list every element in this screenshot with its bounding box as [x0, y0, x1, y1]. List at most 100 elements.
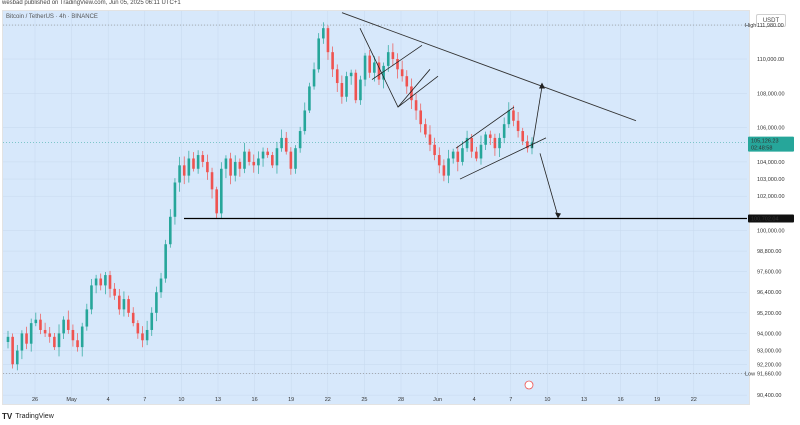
candle-body	[437, 155, 441, 166]
x-tick-label: Jun	[433, 397, 442, 403]
candle-body	[247, 151, 251, 162]
y-tick-label: 90,400.00	[757, 393, 781, 399]
currency-button[interactable]: USDT	[756, 14, 786, 27]
candle-body	[94, 278, 98, 286]
candle-body	[266, 151, 269, 156]
candle-body	[90, 285, 93, 310]
candle-body	[502, 124, 506, 138]
footer-logo-text: TradingView	[15, 413, 54, 420]
candle-body	[141, 333, 144, 341]
candle-body	[433, 144, 436, 156]
candle-body	[516, 120, 520, 132]
x-tick-label: 7	[143, 397, 146, 403]
candle-body	[62, 319, 65, 334]
x-tick-label: 26	[32, 397, 38, 403]
candle-body	[80, 326, 84, 348]
x-tick-label: 19	[654, 397, 660, 403]
y-tick-label: 97,600.00	[757, 270, 781, 276]
candle-body	[414, 100, 418, 111]
candle-body	[136, 323, 140, 334]
flag-line-lower	[397, 75, 439, 108]
candle-body	[359, 79, 362, 101]
candle-body	[192, 158, 195, 169]
candle-body	[289, 151, 293, 169]
arrow-up-head	[539, 82, 545, 89]
candle-body	[354, 72, 358, 101]
countdown-label: 02:48:58	[751, 146, 772, 152]
candle-body	[210, 172, 214, 190]
candle-body	[530, 142, 534, 149]
candle-body	[405, 76, 409, 87]
y-tick-label: 95,200.00	[757, 311, 781, 317]
candle-body	[410, 86, 413, 101]
y-tick-label: 102,000.00	[757, 194, 785, 200]
y-tick-label: 96,400.00	[757, 290, 781, 296]
candle-body	[178, 165, 181, 183]
arrow-up	[531, 86, 543, 149]
candle-body	[386, 52, 390, 66]
candle-body	[53, 336, 56, 348]
candle-body	[261, 151, 265, 159]
descending-trendline	[341, 12, 637, 122]
x-tick-label: 10	[544, 397, 550, 403]
candle-body	[475, 151, 478, 159]
candle-body	[442, 165, 446, 176]
candle-body	[145, 329, 149, 341]
candle-body	[373, 62, 376, 73]
candle-body	[104, 275, 107, 286]
candle-body	[169, 216, 172, 245]
candle-body	[252, 161, 256, 166]
symbol-label[interactable]: Bitcoin / TetherUS · 4h · BINANCE	[6, 14, 98, 20]
candle-body	[275, 148, 279, 166]
candle-body	[182, 165, 186, 176]
candle-body	[173, 182, 177, 217]
tradingview-logo-icon[interactable]: TV	[2, 412, 13, 421]
candle-body	[29, 323, 33, 344]
footer: TV TradingView	[2, 412, 54, 421]
candle-body	[461, 148, 464, 162]
event-marker-icon[interactable]	[524, 380, 534, 390]
candle-body	[196, 155, 200, 169]
chart-pane[interactable]	[2, 10, 750, 405]
candle-body	[298, 131, 302, 149]
candle-body	[488, 134, 492, 138]
candle-body	[11, 336, 14, 365]
candle-body	[391, 52, 395, 60]
support-price-badge	[748, 214, 794, 223]
candle-body	[447, 158, 450, 176]
candle-body	[349, 72, 353, 77]
candle-body	[71, 329, 75, 341]
candle-body	[257, 158, 260, 166]
candle-body	[419, 110, 423, 125]
x-tick-label: 16	[252, 397, 258, 403]
x-tick-label: 16	[618, 397, 624, 403]
candle-body	[498, 137, 501, 149]
x-tick-label: 19	[288, 397, 294, 403]
candle-body	[117, 295, 121, 310]
candle-body	[465, 137, 469, 149]
candle-body	[331, 52, 334, 70]
candle-body	[512, 110, 515, 121]
arrow-down-head	[555, 212, 561, 219]
candle-body	[39, 319, 42, 330]
candle-body	[470, 137, 474, 152]
x-tick-label: 22	[325, 397, 331, 403]
candle-body	[76, 340, 79, 348]
candle-body	[238, 161, 242, 169]
candle-body	[229, 158, 232, 176]
candle-body	[243, 151, 246, 169]
y-tick-label: 108,000.00	[757, 91, 785, 97]
y-tick-label: 93,000.00	[757, 349, 781, 355]
candle-body	[400, 69, 404, 77]
candle-body	[484, 134, 487, 145]
candle-body	[451, 151, 455, 159]
candle-body	[428, 134, 432, 145]
candle-body	[363, 55, 367, 80]
candle-body	[108, 275, 112, 289]
candle-body	[340, 83, 344, 97]
candle-body	[308, 86, 311, 111]
y-tick-label: 94,000.00	[757, 331, 781, 337]
candle-body	[43, 329, 47, 334]
